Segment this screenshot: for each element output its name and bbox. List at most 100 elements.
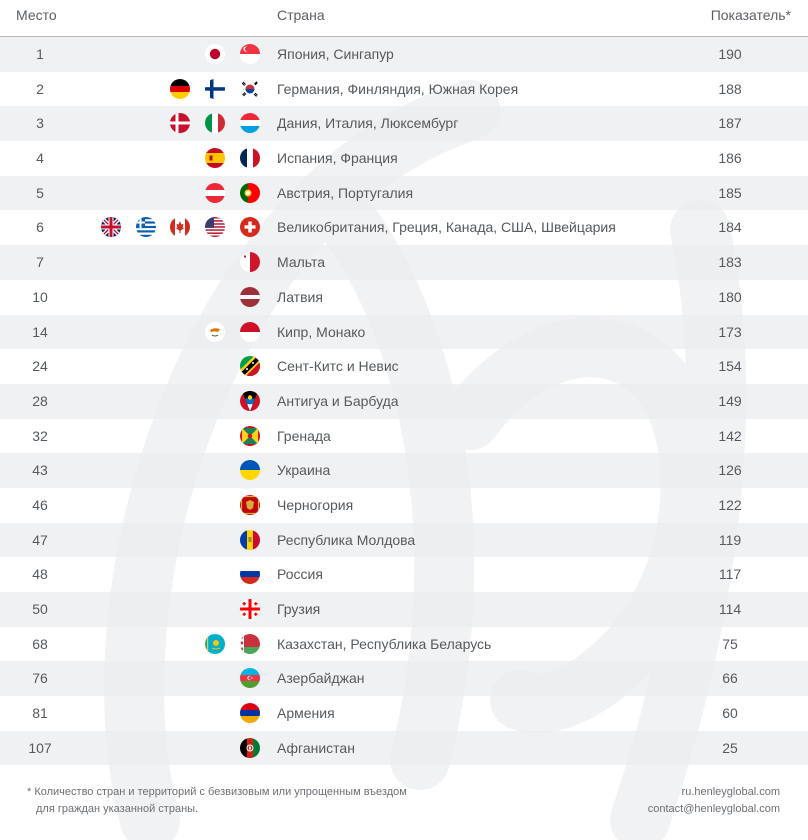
rank-cell: 107 — [28, 739, 52, 756]
score-cell: 142 — [718, 427, 742, 444]
rank-column-header: Место — [16, 7, 57, 23]
country-cell: Грузия — [277, 601, 321, 617]
latvia-flag-icon — [240, 286, 260, 307]
antigua-and-barbuda-flag-icon — [240, 390, 260, 411]
rank-cell: 81 — [32, 705, 48, 722]
score-cell: 173 — [718, 323, 742, 340]
canada-flag-icon — [170, 217, 191, 238]
country-cell: Япония, Сингапур — [277, 46, 394, 62]
table-row: 50 Грузия 114 — [0, 592, 808, 627]
score-cell: 190 — [718, 46, 742, 62]
rank-cell: 48 — [32, 566, 48, 583]
country-cell: Великобритания, Греция, Канада, США, Шве… — [277, 219, 616, 236]
score-cell: 154 — [718, 358, 742, 375]
country-cell: Германия, Финляндия, Южная Корея — [277, 80, 519, 97]
country-cell: Россия — [277, 566, 323, 583]
denmark-flag-icon — [170, 113, 191, 134]
russia-flag-icon — [240, 564, 260, 585]
rank-cell: 50 — [32, 601, 48, 617]
table-row: 7 Мальта 183 — [0, 245, 808, 280]
south-korea-flag-icon — [240, 78, 260, 99]
score-column-header: Показатель* — [710, 7, 791, 23]
country-cell: Черногория — [277, 496, 354, 513]
score-cell: 119 — [718, 531, 742, 548]
table-row: 43 Украина 126 — [0, 453, 808, 488]
table-row: 10 Латвия 180 — [0, 280, 808, 315]
country-cell: Австрия, Португалия — [277, 184, 414, 201]
greece-flag-icon — [135, 217, 156, 238]
monaco-flag-icon — [240, 321, 260, 342]
usa-flag-icon — [205, 217, 226, 238]
rank-cell: 28 — [32, 392, 48, 409]
rank-cell: 7 — [36, 254, 44, 271]
saint-kitts-and-nevis-flag-icon — [240, 356, 260, 377]
rank-cell: 68 — [32, 635, 48, 652]
footnote: * Количество стран и территорий с безвиз… — [27, 784, 407, 818]
score-cell: 66 — [722, 670, 738, 687]
table-row: 5 Австрия, Португалия 185 — [0, 175, 808, 211]
email-link[interactable]: contact@henleyglobal.com — [647, 803, 780, 815]
uk-flag-icon — [100, 217, 121, 238]
rank-cell: 3 — [36, 115, 44, 132]
country-cell: Украина — [277, 462, 331, 479]
singapore-flag-icon — [240, 44, 260, 64]
rank-cell: 14 — [32, 323, 48, 340]
belarus-flag-icon — [240, 633, 260, 654]
kazakhstan-flag-icon — [205, 633, 226, 654]
japan-flag-icon — [205, 44, 226, 64]
contact-info: ru.henleyglobal.com contact@henleyglobal… — [648, 784, 780, 818]
rank-cell: 76 — [32, 670, 48, 687]
table-row: 24 Сент-Китс и Невис 154 — [0, 349, 808, 384]
finland-flag-icon — [205, 78, 226, 99]
score-cell: 180 — [718, 288, 742, 305]
table-row: 32 Гренада 142 — [0, 419, 808, 454]
malta-flag-icon — [240, 252, 260, 273]
table-row: 3 Дания, Италия, Люксембург 187 — [0, 106, 808, 142]
rank-cell: 6 — [36, 219, 44, 236]
score-cell: 149 — [718, 392, 742, 409]
website-link[interactable]: ru.henleyglobal.com — [681, 786, 780, 798]
rank-cell: 47 — [32, 531, 48, 548]
country-cell: Мальта — [277, 254, 326, 271]
score-cell: 126 — [718, 462, 742, 479]
portugal-flag-icon — [240, 182, 260, 203]
score-cell: 188 — [718, 80, 742, 97]
rank-cell: 46 — [32, 496, 48, 513]
georgia-flag-icon — [240, 599, 260, 619]
country-cell: Гренада — [277, 427, 331, 444]
germany-flag-icon — [170, 78, 191, 99]
score-cell: 60 — [722, 705, 738, 722]
ukraine-flag-icon — [240, 460, 260, 481]
grenada-flag-icon — [240, 425, 260, 446]
score-cell: 122 — [718, 496, 742, 513]
country-cell: Афганистан — [277, 739, 355, 756]
country-column-header: Страна — [277, 7, 325, 23]
rank-cell: 43 — [32, 462, 48, 479]
montenegro-flag-icon — [240, 494, 260, 515]
footnote-line-2: для граждан указанной страны. — [36, 803, 199, 815]
table-row: 4 Испания, Франция 186 — [0, 141, 808, 176]
italy-flag-icon — [205, 113, 226, 134]
table-row: 46 Черногория 122 — [0, 488, 808, 523]
cyprus-flag-icon — [205, 321, 226, 342]
score-cell: 114 — [718, 601, 742, 617]
country-cell: Сент-Китс и Невис — [277, 358, 399, 375]
table-row: 1 Япония, Сингапур 190 — [0, 37, 808, 72]
country-cell: Латвия — [277, 288, 323, 305]
score-cell: 186 — [718, 150, 742, 167]
luxembourg-flag-icon — [240, 113, 260, 134]
table-row: 107 Афганистан 25 — [0, 730, 808, 766]
country-cell: Испания, Франция — [277, 150, 398, 167]
country-cell: Армения — [277, 705, 335, 722]
score-cell: 184 — [718, 219, 742, 236]
country-cell: Казахстан, Республика Беларусь — [277, 635, 492, 652]
azerbaijan-flag-icon — [240, 668, 260, 689]
table-row: 14 Кипр, Монако 173 — [0, 314, 808, 350]
table-row: 2 Германия, Финляндия, Южная Корея 188 — [0, 72, 808, 107]
france-flag-icon — [240, 148, 260, 169]
score-cell: 183 — [718, 254, 742, 271]
score-cell: 75 — [722, 635, 738, 652]
score-cell: 187 — [718, 115, 742, 132]
armenia-flag-icon — [240, 703, 260, 724]
score-cell: 117 — [718, 566, 742, 583]
